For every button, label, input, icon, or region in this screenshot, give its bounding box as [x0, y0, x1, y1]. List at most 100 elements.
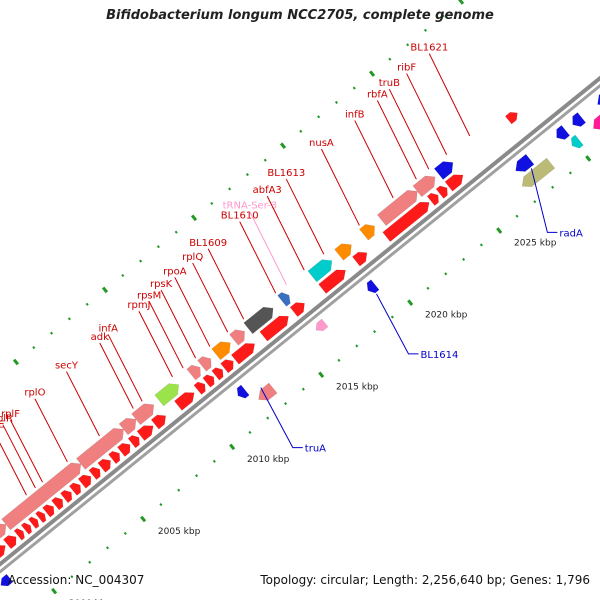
forward-gene-lower [51, 497, 64, 511]
forward-gene-lower [27, 516, 40, 530]
gene-label-forward: BL1610 [221, 211, 259, 222]
gene-label-forward: truB [379, 78, 400, 89]
gene-label-forward: BL1613 [267, 168, 305, 179]
small-gene [315, 318, 329, 332]
tick-minor-inner [194, 474, 199, 478]
gene-label-reverse: radA [559, 228, 583, 239]
forward-gene-upper [154, 383, 180, 407]
tick-major-outer [12, 358, 20, 366]
tick-minor-inner [426, 286, 430, 290]
tick-major-outer [101, 286, 109, 294]
forward-gene-lower [77, 474, 92, 489]
forward-gene-upper [0, 523, 7, 539]
label-leader-line [10, 419, 43, 483]
reverse-gene [258, 382, 278, 401]
forward-gene-lower [318, 269, 346, 294]
accession-text: Accession: NC_004307 [8, 573, 145, 587]
tick-minor-outer [245, 172, 249, 177]
forward-gene-lower [20, 522, 33, 535]
backbone-layer [0, 75, 600, 574]
tick-label: 2005 kbp [158, 527, 201, 537]
reverse-gene [570, 134, 584, 149]
label-leader-line [266, 195, 305, 271]
gene-label-forward: rpsM [137, 290, 161, 301]
forward-gene-upper [118, 417, 137, 436]
tick-minor-inner [212, 459, 216, 463]
reverse-gene [572, 112, 587, 127]
gene-label-forward: rplO [24, 388, 45, 399]
label-leader-line [388, 88, 430, 170]
tick-minor-outer [156, 245, 160, 249]
label-leader-line [174, 277, 211, 347]
gene-label-forward: ribF [397, 63, 416, 74]
gene-label-forward: rplF [1, 409, 20, 420]
forward-gene-lower [35, 510, 47, 524]
tick-minor-outer [50, 331, 54, 335]
tick-minor-inner [568, 171, 572, 175]
gene-label-forward: BL1621 [410, 43, 448, 54]
label-leader-line [260, 387, 303, 449]
tick-minor-outer [67, 317, 71, 321]
tick-minor-outer [441, 14, 445, 18]
tick-major [496, 227, 503, 234]
forward-gene-upper [229, 329, 245, 346]
label-leader-line [66, 371, 100, 437]
forward-gene-lower [150, 414, 167, 430]
gene-label-forward: rpoA [163, 266, 187, 277]
gene-label-forward: abfA3 [253, 185, 282, 196]
gene-label-forward: rpmJ [127, 300, 150, 311]
label-leader-line [160, 289, 197, 359]
tick-major [140, 515, 147, 523]
forward-gene-upper [243, 306, 274, 335]
reverse-gene [366, 279, 380, 294]
forward-gene-lower [230, 343, 256, 365]
forward-gene-upper [131, 403, 155, 426]
gene-label-forward: adk [91, 332, 109, 343]
tick-minor-inner [105, 546, 110, 550]
forward-gene-lower [13, 528, 25, 541]
tick-minor-inner [355, 344, 359, 348]
label-leader-line [138, 311, 173, 378]
tick-minor-outer [334, 100, 338, 105]
tick-minor-inner [515, 214, 519, 218]
label-leader-line [376, 100, 417, 180]
gene-label-forward: infA [98, 324, 118, 335]
tick-label: 2020 kbp [425, 311, 468, 321]
label-leader-line [148, 301, 184, 369]
tick-minor-inner [70, 575, 74, 579]
gene-label-forward: rpsE [0, 420, 4, 431]
tick-minor-outer [388, 57, 392, 61]
tick-minor-outer [299, 129, 303, 133]
label-leader-line [207, 248, 245, 320]
tick-minor-outer [423, 28, 428, 32]
tick-minor-outer [32, 346, 36, 350]
tick-label: 2025 kbp [514, 238, 557, 248]
backbone-forward-strand [0, 75, 600, 567]
label-leader-line [99, 342, 134, 409]
gene-label-forward: secY [55, 361, 79, 372]
tick-minor-outer [210, 201, 214, 205]
gene-label-reverse: truA [305, 444, 326, 455]
forward-gene-lower [193, 381, 206, 395]
forward-gene-upper [1, 462, 82, 531]
forward-gene-lower [88, 466, 101, 481]
label-leader-line [239, 221, 277, 294]
forward-gene-upper [277, 292, 291, 307]
forward-gene-lower [116, 442, 131, 457]
gene-label-forward: rplQ [182, 252, 203, 263]
tick-minor-outer [406, 43, 410, 47]
forward-gene-upper [307, 259, 333, 283]
label-leader-line [285, 178, 325, 255]
tick-minor-inner [266, 416, 270, 420]
tick-minor-outer [174, 230, 178, 234]
tick-minor-outer [263, 158, 267, 162]
reverse-gene [236, 384, 250, 399]
tick-minor-inner [462, 257, 466, 261]
forward-gene-lower [435, 185, 448, 199]
tick-minor-inner [390, 315, 394, 319]
label-leader-line [320, 148, 360, 226]
label-leader-line [354, 120, 394, 199]
forward-gene-lower [127, 435, 140, 449]
forward-gene-lower [444, 174, 464, 192]
